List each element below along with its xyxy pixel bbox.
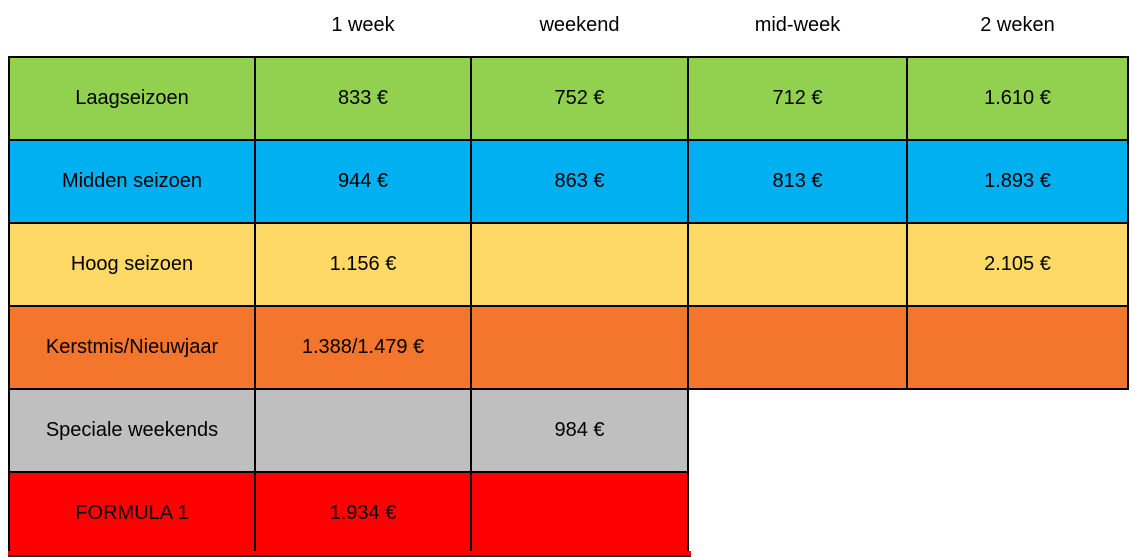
absent-cell [688,472,907,555]
table-header: 1 week weekend mid-week 2 weken [9,0,1128,57]
price-cell-empty [470,222,689,307]
column-header-weekend: weekend [471,0,688,57]
row-label: Kerstmis/Nieuwjaar [8,305,256,390]
price-cell: 833 € [254,56,472,141]
table-row-laagseizoen: Laagseizoen 833 € 752 € 712 € 1.610 € [8,56,1129,141]
price-cell: 813 € [687,139,908,224]
row-label: Hoog seizoen [8,222,256,307]
column-header-2-weken: 2 weken [907,0,1128,57]
price-cell: 1.156 € [254,222,472,307]
row-label: Speciale weekends [8,388,256,473]
table-row-speciale-weekends: Speciale weekends 984 € [8,388,1128,473]
header-row: 1 week weekend mid-week 2 weken [9,0,1128,57]
pricing-table: 1 week weekend mid-week 2 weken Laagseiz… [8,0,1129,556]
price-cell-empty [906,305,1129,390]
table-row-kerstmis-nieuwjaar: Kerstmis/Nieuwjaar 1.388/1.479 € [8,305,1129,390]
price-cell: 712 € [687,56,908,141]
price-cell-empty [254,388,472,473]
price-cell-empty [687,305,908,390]
price-cell: 2.105 € [906,222,1129,307]
price-cell-empty [470,471,689,556]
row-label: Midden seizoen [8,139,256,224]
table-row-hoog-seizoen: Hoog seizoen 1.156 € 2.105 € [8,222,1129,307]
absent-cell [907,389,1128,472]
cropped-next-row-sliver [8,551,691,557]
price-cell: 752 € [470,56,689,141]
price-cell: 863 € [470,139,689,224]
price-cell: 1.388/1.479 € [254,305,472,390]
price-cell: 1.610 € [906,56,1129,141]
table-row-formula-1: FORMULA 1 1.934 € [8,471,1128,556]
price-cell-empty [687,222,908,307]
column-header-1-week: 1 week [255,0,471,57]
price-cell: 984 € [470,388,689,473]
price-cell: 1.893 € [906,139,1129,224]
row-label: FORMULA 1 [8,471,256,556]
price-cell: 944 € [254,139,472,224]
price-cell: 1.934 € [254,471,472,556]
header-blank [9,0,255,57]
row-label: Laagseizoen [8,56,256,141]
table-row-midden-seizoen: Midden seizoen 944 € 863 € 813 € 1.893 € [8,139,1129,224]
absent-cell [907,472,1128,555]
absent-cell [688,389,907,472]
price-cell-empty [470,305,689,390]
column-header-mid-week: mid-week [688,0,907,57]
